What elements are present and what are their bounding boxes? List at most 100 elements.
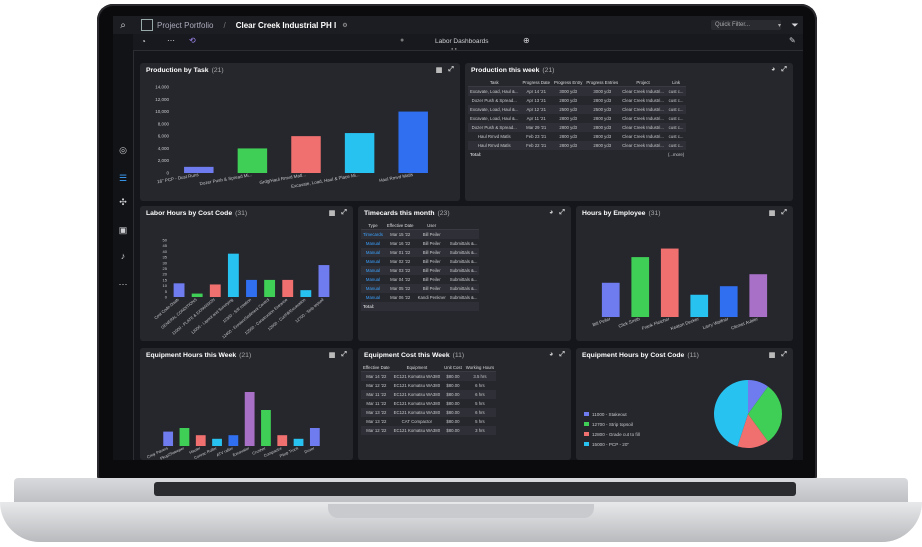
table-row[interactable]: Mar 13 '22 CAT Compactor $80.00 5 hrs: [361, 417, 496, 426]
column-header[interactable]: Progress Entry: [551, 79, 585, 87]
pie-slice[interactable]: [737, 414, 768, 448]
bar[interactable]: [690, 294, 709, 317]
bar[interactable]: [282, 279, 294, 297]
table-view-icon[interactable]: ▦: [328, 210, 336, 217]
bar[interactable]: [398, 111, 428, 173]
list-icon[interactable]: ☰: [118, 173, 128, 183]
puzzle-icon[interactable]: ✣: [119, 197, 127, 207]
column-header[interactable]: Progress Entries: [584, 79, 621, 87]
table-view-icon[interactable]: ▦: [435, 67, 443, 74]
column-header[interactable]: Effective Date: [361, 364, 392, 372]
expand-icon[interactable]: ⤢: [781, 351, 787, 358]
column-header[interactable]: Working Hours: [463, 364, 497, 372]
quick-filter-input[interactable]: Quick Filter... ▾: [711, 20, 781, 30]
table-row[interactable]: Manual Mar 04 '22 Bill Peiler Submittals &.…: [361, 275, 479, 284]
column-header[interactable]: Project: [620, 79, 666, 87]
bell-icon[interactable]: ♪: [120, 251, 126, 261]
bar[interactable]: [300, 290, 312, 297]
table-row[interactable]: Manual Mar 03 '22 Bill Peiler Submittals &.…: [361, 266, 480, 275]
check-circle-icon[interactable]: ◎: [119, 145, 127, 155]
table-row[interactable]: Excavate, Load, Haul &... Apr 12 '21 2500 …: [468, 105, 687, 114]
bar[interactable]: [179, 428, 190, 446]
bar[interactable]: [719, 286, 738, 317]
table-row[interactable]: Haul Rmvd Matls Feb 22 '21 2800 yd3 2800 yd…: [468, 141, 687, 150]
table-row[interactable]: Dozer Push & Spread... Mar 29 '21 2800 yd3…: [468, 123, 687, 132]
bar[interactable]: [191, 293, 203, 297]
table-row[interactable]: Manual Mar 16 '22 Bill Peiler Submittals &.…: [361, 239, 479, 248]
pie-view-icon[interactable]: ◕: [549, 209, 554, 216]
column-header[interactable]: [447, 222, 480, 230]
table-row[interactable]: Mar 11 '22 EC121 Komatsu WA380 $80.00 5 hrs: [361, 399, 496, 408]
bar[interactable]: [291, 136, 321, 173]
expand-icon[interactable]: ⤢: [559, 209, 565, 216]
table-row[interactable]: Manual Mar 06 '22 Kandi Penkner Submittals …: [361, 293, 479, 302]
table-row[interactable]: Excavate, Load, Haul &... Apr 14 '21 3000 …: [468, 86, 687, 96]
more-link[interactable]: (...more): [667, 152, 685, 157]
bar[interactable]: [195, 435, 206, 446]
expand-icon[interactable]: ⤢: [781, 66, 787, 73]
table-row[interactable]: Mar 12 '22 EC121 Komatsu WA380 $80.00 3 hrs: [361, 426, 497, 435]
column-header[interactable]: User: [415, 222, 448, 230]
table-row[interactable]: Manual Mar 01 '22 Bill Peiler Submittals &.…: [361, 248, 480, 257]
bar[interactable]: [212, 438, 222, 446]
bar[interactable]: [277, 435, 288, 446]
bar[interactable]: [246, 279, 257, 297]
search-icon[interactable]: ⌕: [120, 19, 126, 31]
table-row[interactable]: Dozer Push & Spread... Apr 13 '21 2800 yd3…: [468, 96, 686, 105]
table-row[interactable]: Excavate, Load, Haul &... Apr 11 '21 2800 …: [468, 114, 686, 123]
expand-icon[interactable]: ⤢: [341, 209, 347, 216]
column-header[interactable]: Unit Cost: [442, 364, 464, 372]
column-header[interactable]: Type: [361, 222, 385, 230]
breadcrumb-portfolio[interactable]: Project Portfolio: [157, 20, 214, 30]
prev-dashboard-icon[interactable]: ●: [400, 37, 405, 44]
bar[interactable]: [209, 284, 221, 297]
table-row[interactable]: Haul Rmvd Matls Feb 23 '21 2800 yd3 2800 yd…: [468, 132, 686, 141]
bar[interactable]: [318, 265, 330, 297]
menu-dots-icon[interactable]: ⋯: [167, 36, 175, 45]
column-header[interactable]: Effective Date: [384, 222, 416, 230]
table-row[interactable]: Mar 12 '22 EC121 Komatsu WA380 $80.00 6 hrs: [361, 381, 496, 390]
table-row[interactable]: Mar 11 '22 EC121 Komatsu WA380 $80.00 6 hrs: [361, 390, 497, 399]
breadcrumb-project[interactable]: Clear Creek Industrial PH I: [235, 20, 337, 30]
bar[interactable]: [749, 274, 768, 317]
bar[interactable]: [261, 410, 271, 446]
edit-icon[interactable]: ✎: [789, 36, 796, 45]
clock-icon[interactable]: ◔: [141, 37, 146, 46]
table-row[interactable]: Manual Mar 05 '22 Bill Peiler Submittals &.…: [361, 284, 480, 293]
table-row[interactable]: Manual Mar 02 '22 Bill Peiler Submittals &.…: [361, 257, 479, 266]
bar[interactable]: [184, 166, 214, 173]
bar[interactable]: [293, 438, 304, 446]
table-view-icon[interactable]: ▦: [768, 210, 776, 217]
bar[interactable]: [244, 392, 255, 446]
calendar-icon[interactable]: ▣: [118, 225, 128, 235]
bar[interactable]: [227, 253, 239, 297]
bar[interactable]: [344, 133, 375, 173]
column-header[interactable]: Progress Date: [520, 79, 552, 87]
table-row[interactable]: Timecards Mar 15 '22 Bill Peiler: [361, 229, 480, 239]
bar[interactable]: [601, 282, 620, 317]
column-header[interactable]: Task: [468, 79, 521, 87]
bar[interactable]: [264, 279, 276, 297]
filter-icon[interactable]: ⏷: [791, 19, 799, 30]
table-row[interactable]: Mar 14 '22 EC121 Komatsu WA380 $80.00 3.5 h…: [361, 371, 497, 381]
table-view-icon[interactable]: ▦: [328, 352, 336, 359]
expand-icon[interactable]: ⤢: [448, 66, 454, 73]
expand-icon[interactable]: ⤢: [341, 351, 347, 358]
pie-slice[interactable]: [714, 380, 748, 447]
bar[interactable]: [228, 435, 239, 446]
table-view-icon[interactable]: ▦: [768, 352, 776, 359]
expand-icon[interactable]: ⤢: [781, 209, 787, 216]
share-icon[interactable]: ⟲: [189, 36, 196, 45]
column-header[interactable]: Link: [665, 79, 687, 87]
table-row[interactable]: Mar 13 '22 EC121 Komatsu WA380 $80.00 6 hrs: [361, 408, 497, 417]
more-icon[interactable]: ⋯: [118, 279, 128, 289]
pie-view-icon[interactable]: ◕: [771, 66, 776, 73]
bar[interactable]: [309, 428, 320, 446]
more-link[interactable]: [447, 302, 480, 311]
pie-slice[interactable]: [748, 380, 768, 414]
expand-icon[interactable]: ⤢: [559, 351, 565, 358]
column-header[interactable]: Equipment: [391, 364, 443, 372]
bar[interactable]: [173, 283, 185, 297]
bar[interactable]: [163, 431, 174, 446]
bar[interactable]: [237, 148, 268, 173]
